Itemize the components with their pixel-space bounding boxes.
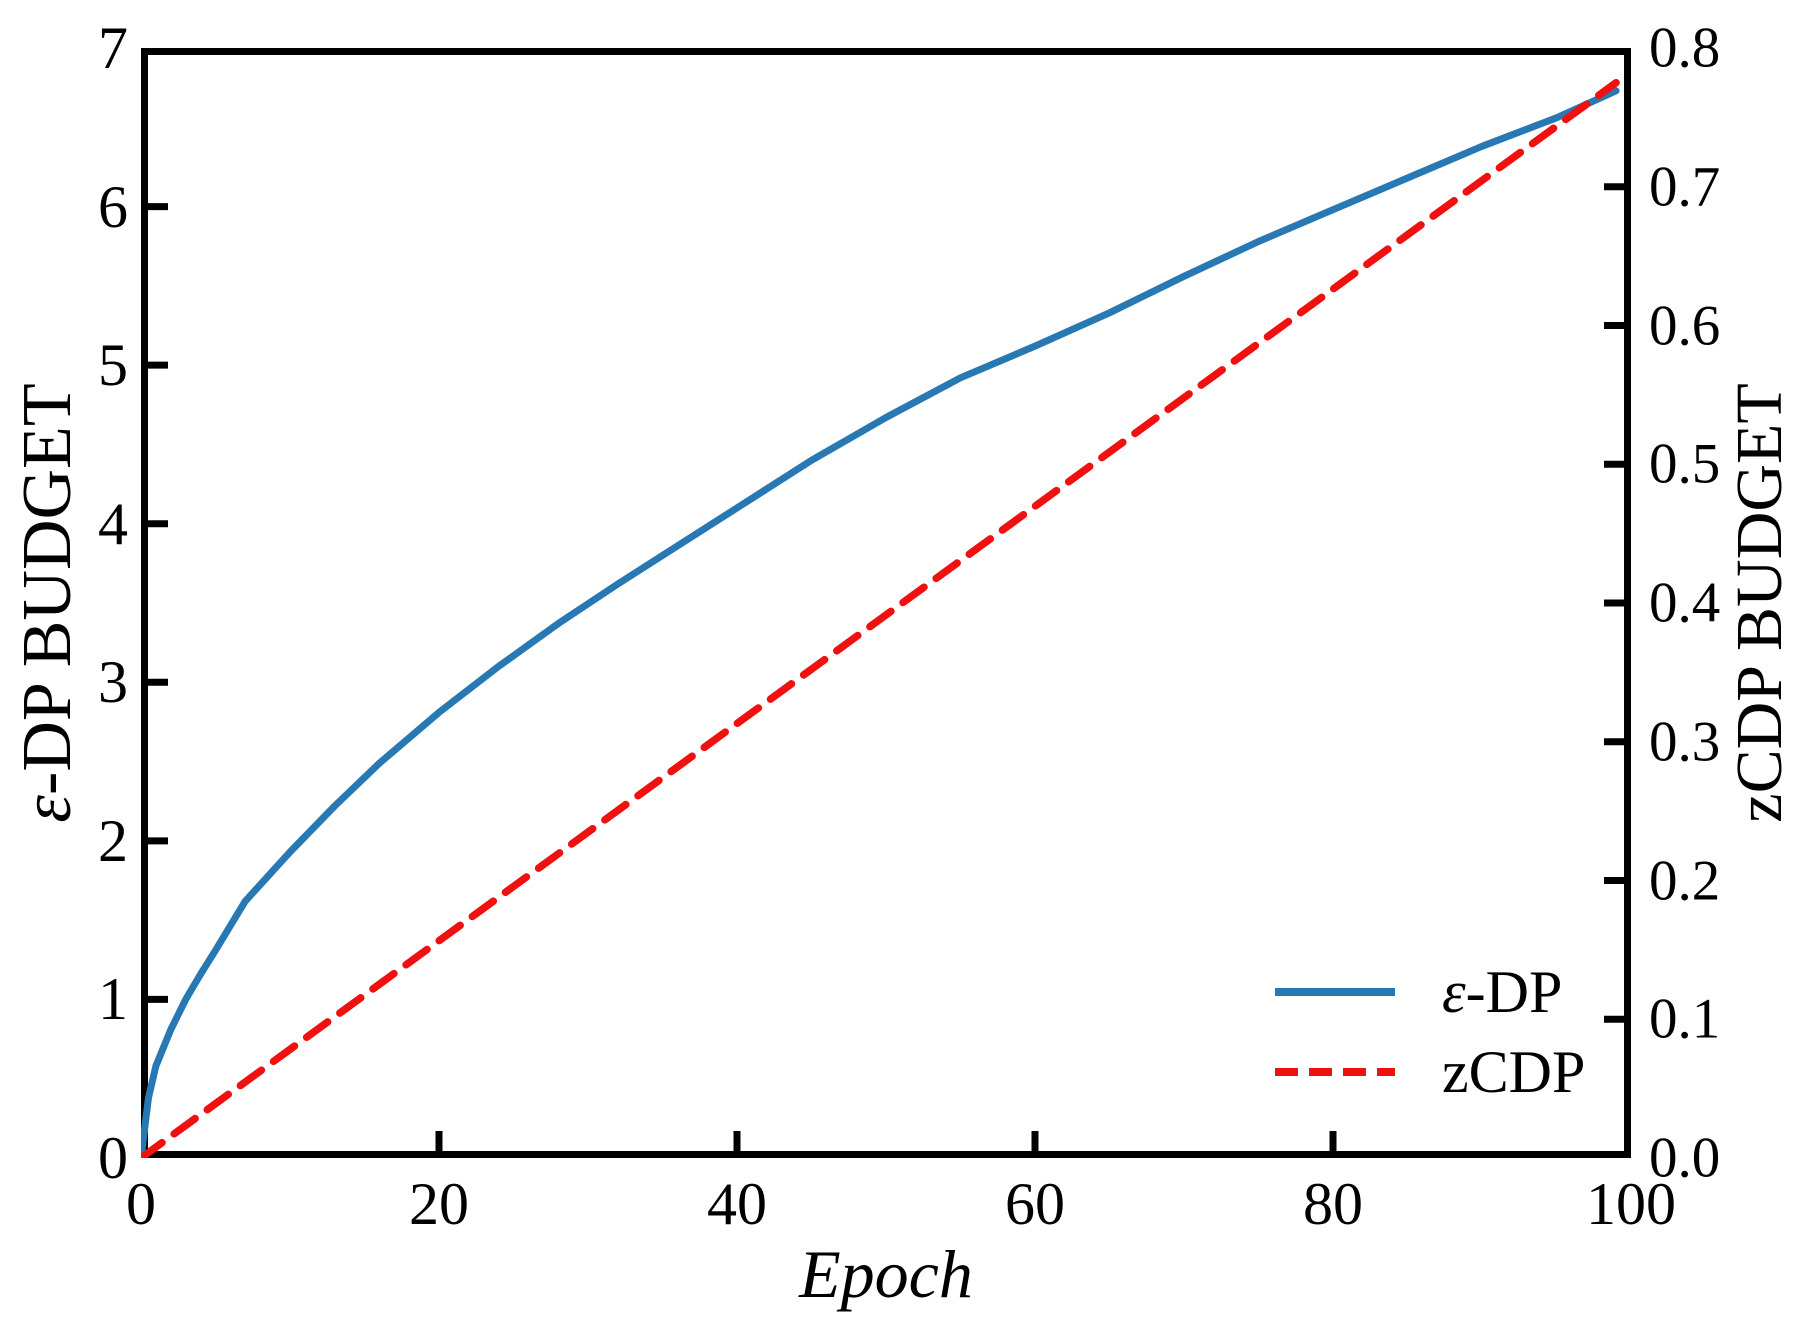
y-right-tick-label: 0.7 bbox=[1649, 155, 1721, 219]
y-left-tick-label: 6 bbox=[98, 173, 128, 240]
x-axis-title: Epoch bbox=[799, 1236, 973, 1312]
y-right-tick-label: 0.8 bbox=[1649, 16, 1721, 80]
left-axis-title-text: -DP BUDGET bbox=[9, 383, 86, 795]
y-right-tick-label: 0.6 bbox=[1649, 294, 1721, 357]
y-right-tick-label: 0.2 bbox=[1649, 849, 1721, 912]
y-right-tick-label: 0.0 bbox=[1649, 1126, 1721, 1190]
y-right-tick-label: 0.5 bbox=[1649, 432, 1721, 496]
zcdp-dashed-line-swatch-icon bbox=[1275, 1068, 1395, 1076]
legend: ε-DP zCDP bbox=[1272, 959, 1585, 1105]
plot-frame bbox=[141, 48, 1631, 1158]
y-left-tick-label: 3 bbox=[98, 649, 128, 716]
x-tick-label: 60 bbox=[1005, 1171, 1065, 1237]
x-tick-label: 0 bbox=[126, 1171, 156, 1237]
y-left-tick-label: 5 bbox=[98, 332, 128, 399]
legend-epsilon-symbol: ε bbox=[1442, 959, 1466, 1025]
series-line-zcdp bbox=[141, 78, 1620, 1158]
x-tick-label: 80 bbox=[1303, 1171, 1363, 1237]
series-line-edp bbox=[141, 87, 1620, 1158]
y-left-tick-label: 7 bbox=[98, 15, 128, 81]
y-right-tick-label: 0.3 bbox=[1649, 710, 1721, 774]
right-axis-title: zCDP BUDGET bbox=[1723, 383, 1796, 823]
plot-svg bbox=[141, 48, 1631, 1158]
edp-solid-line-swatch-icon bbox=[1275, 988, 1395, 996]
y-left-tick-label: 2 bbox=[98, 807, 128, 874]
legend-label-zcdp: zCDP bbox=[1442, 1042, 1585, 1102]
x-tick-label: 40 bbox=[707, 1171, 767, 1237]
legend-label-edp: ε-DP bbox=[1442, 962, 1562, 1022]
left-axis-title: ε-DP BUDGET bbox=[9, 383, 86, 822]
x-tick-label: 20 bbox=[409, 1171, 469, 1237]
legend-item-zcdp: zCDP bbox=[1272, 1039, 1585, 1105]
epsilon-symbol: ε bbox=[9, 794, 86, 823]
y-right-tick-label: 0.1 bbox=[1649, 987, 1721, 1051]
y-left-tick-label: 1 bbox=[98, 966, 128, 1033]
y-left-tick-label: 4 bbox=[98, 490, 128, 557]
legend-edp-text: -DP bbox=[1465, 959, 1563, 1025]
x-tick-label: 100 bbox=[1586, 1171, 1676, 1237]
y-right-tick-label: 0.4 bbox=[1649, 571, 1721, 635]
y-left-tick-label: 0 bbox=[98, 1125, 128, 1191]
legend-zcdp-text: zCDP bbox=[1442, 1039, 1586, 1105]
legend-item-edp: ε-DP bbox=[1272, 959, 1585, 1025]
